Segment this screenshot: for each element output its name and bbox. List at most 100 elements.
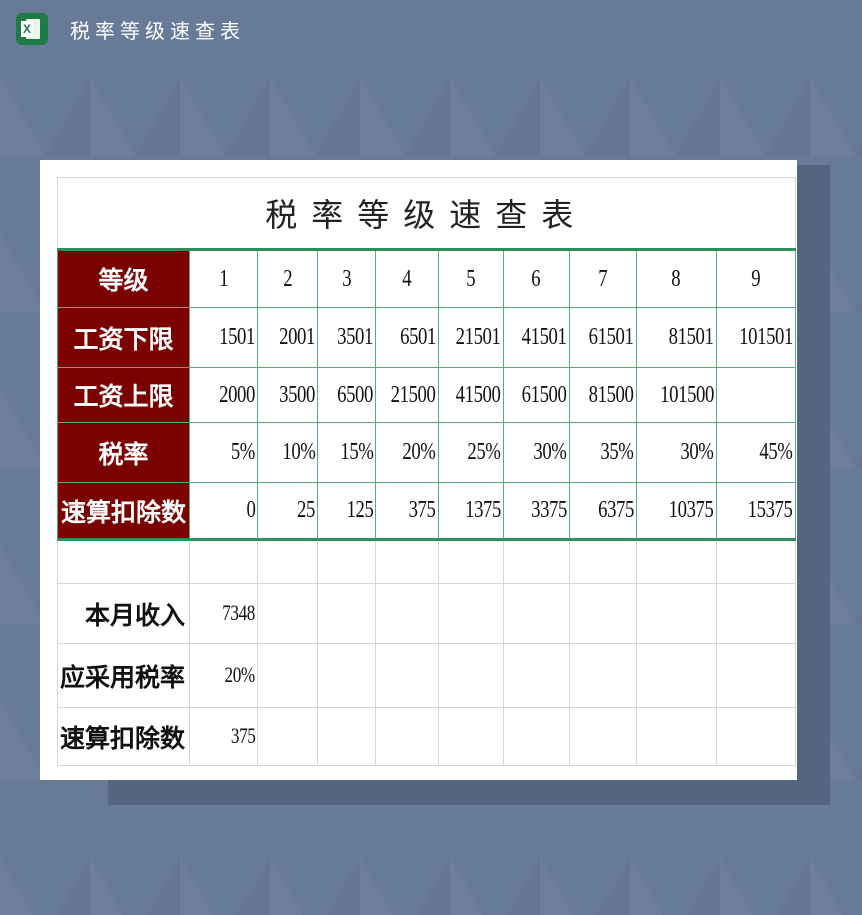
table-cell[interactable]: 6375 <box>568 482 637 541</box>
table-cell[interactable]: 7 <box>568 248 637 308</box>
table-cell[interactable]: 41500 <box>437 367 504 423</box>
empty-cell[interactable] <box>375 707 439 766</box>
empty-cell[interactable] <box>502 583 570 644</box>
empty-cell[interactable] <box>317 539 377 584</box>
table-cell[interactable]: 6 <box>502 248 570 308</box>
empty-cell[interactable] <box>568 583 637 644</box>
table-cell[interactable] <box>715 367 796 423</box>
table-cell[interactable]: 25 <box>257 482 319 541</box>
empty-cell[interactable] <box>437 707 504 766</box>
table-cell[interactable]: 21501 <box>437 307 504 368</box>
empty-cell[interactable] <box>635 643 717 708</box>
empty-cell[interactable] <box>715 707 796 766</box>
table-cell[interactable]: 10% <box>257 422 319 483</box>
empty-cell[interactable] <box>375 583 439 644</box>
empty-cell[interactable] <box>715 643 796 708</box>
empty-cell[interactable] <box>502 707 570 766</box>
table-cell[interactable]: 81500 <box>568 367 637 423</box>
table-cell[interactable]: 1 <box>189 248 259 308</box>
empty-cell[interactable] <box>375 643 439 708</box>
calc-value[interactable]: 20% <box>189 643 259 708</box>
row-header[interactable]: 工资上限 <box>56 367 191 423</box>
empty-cell[interactable] <box>56 539 191 584</box>
empty-cell[interactable] <box>437 583 504 644</box>
table-row: 工资下限 1501 2001 3501 6501 21501 41501 61501 81501… <box>56 307 796 368</box>
table-cell[interactable]: 61500 <box>502 367 570 423</box>
table-cell[interactable]: 15375 <box>715 482 796 541</box>
empty-cell[interactable] <box>257 583 319 644</box>
empty-cell[interactable] <box>635 539 717 584</box>
calc-value[interactable]: 375 <box>189 707 259 766</box>
empty-cell[interactable] <box>257 707 319 766</box>
cell-value: 41501 <box>521 324 567 350</box>
empty-cell[interactable] <box>257 539 319 584</box>
empty-cell[interactable] <box>568 539 637 584</box>
row-header[interactable]: 税率 <box>56 422 191 483</box>
empty-cell[interactable] <box>375 539 439 584</box>
calc-value-text: 20% <box>224 662 256 687</box>
empty-cell[interactable] <box>635 707 717 766</box>
table-cell[interactable]: 8 <box>635 248 717 308</box>
empty-cell[interactable] <box>257 643 319 708</box>
calc-label[interactable]: 本月收入 <box>56 583 191 644</box>
table-cell[interactable]: 6500 <box>317 367 377 423</box>
table-cell[interactable]: 125 <box>317 482 377 541</box>
empty-cell[interactable] <box>635 583 717 644</box>
calc-row: 本月收入 7348 <box>56 583 796 644</box>
table-cell[interactable]: 6501 <box>375 307 439 368</box>
cell-value: 21501 <box>455 324 501 350</box>
table-cell[interactable]: 3 <box>317 248 377 308</box>
table-cell[interactable]: 3501 <box>317 307 377 368</box>
cell-value: 81500 <box>588 381 634 408</box>
empty-cell[interactable] <box>502 539 570 584</box>
table-cell[interactable]: 30% <box>502 422 570 483</box>
table-cell[interactable]: 81501 <box>635 307 717 368</box>
cell-value: 61500 <box>521 381 567 408</box>
empty-cell[interactable] <box>568 707 637 766</box>
empty-cell[interactable] <box>189 539 259 584</box>
sheet-title[interactable]: 税率等级速查表 <box>57 177 796 250</box>
empty-cell[interactable] <box>715 583 796 644</box>
row-header[interactable]: 工资下限 <box>56 307 191 368</box>
table-cell[interactable]: 101500 <box>635 367 717 423</box>
empty-cell[interactable] <box>437 539 504 584</box>
empty-cell[interactable] <box>317 707 377 766</box>
empty-cell[interactable] <box>715 539 796 584</box>
table-cell[interactable]: 10375 <box>635 482 717 541</box>
table-cell[interactable]: 5 <box>437 248 504 308</box>
table-cell[interactable]: 3500 <box>257 367 319 423</box>
table-cell[interactable]: 2 <box>257 248 319 308</box>
table-cell[interactable]: 2000 <box>189 367 259 423</box>
table-cell[interactable]: 25% <box>437 422 504 483</box>
table-cell[interactable]: 15% <box>317 422 377 483</box>
row-header[interactable]: 等级 <box>56 248 191 308</box>
table-cell[interactable]: 41501 <box>502 307 570 368</box>
table-cell[interactable]: 45% <box>715 422 796 483</box>
empty-cell[interactable] <box>568 643 637 708</box>
row-header[interactable]: 速算扣除数 <box>56 482 191 541</box>
table-cell[interactable]: 3375 <box>502 482 570 541</box>
empty-cell[interactable] <box>502 643 570 708</box>
calc-value[interactable]: 7348 <box>189 583 259 644</box>
table-cell[interactable]: 9 <box>715 248 796 308</box>
empty-cell[interactable] <box>317 583 377 644</box>
table-cell[interactable]: 375 <box>375 482 439 541</box>
calc-label[interactable]: 应采用税率 <box>56 643 191 708</box>
table-cell[interactable]: 61501 <box>568 307 637 368</box>
table-cell[interactable]: 2001 <box>257 307 319 368</box>
table-cell[interactable]: 5% <box>189 422 259 483</box>
empty-cell[interactable] <box>437 643 504 708</box>
empty-cell[interactable] <box>317 643 377 708</box>
calc-label[interactable]: 速算扣除数 <box>56 707 191 766</box>
table-cell[interactable]: 1375 <box>437 482 504 541</box>
table-cell[interactable]: 0 <box>189 482 259 541</box>
table-cell[interactable]: 101501 <box>715 307 796 368</box>
table-cell[interactable]: 4 <box>375 248 439 308</box>
cell-value: 2 <box>283 265 293 292</box>
table-cell[interactable]: 35% <box>568 422 637 483</box>
table-cell[interactable]: 30% <box>635 422 717 483</box>
table-cell[interactable]: 21500 <box>375 367 439 423</box>
table-cell[interactable]: 1501 <box>189 307 259 368</box>
table-cell[interactable]: 20% <box>375 422 439 483</box>
cell-value: 30% <box>680 439 714 465</box>
